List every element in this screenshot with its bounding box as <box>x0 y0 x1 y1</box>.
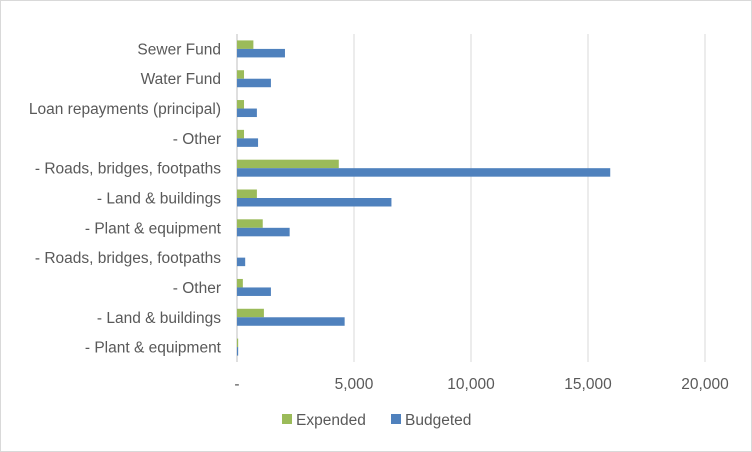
category-label-9: - Land & buildings <box>97 310 221 327</box>
legend: Expended Budgeted <box>282 412 471 429</box>
x-tick-label-3: 15,000 <box>564 376 612 393</box>
bar-budgeted-9 <box>237 317 345 326</box>
bar-expended-8 <box>237 278 243 288</box>
category-label-2: Loan repayments (principal) <box>29 101 221 118</box>
bar-budgeted-1 <box>237 78 271 88</box>
bar-expended-3 <box>237 129 245 139</box>
bar-budgeted-2 <box>237 108 257 118</box>
category-label-6: - Plant & equipment <box>85 220 222 237</box>
bar-budgeted-8 <box>237 287 271 296</box>
category-label-4: - Roads, bridges, footpaths <box>35 161 221 178</box>
category-label-8: - Other <box>173 280 221 297</box>
category-label-7: - Roads, bridges, footpaths <box>35 250 221 267</box>
bar-expended-5 <box>237 189 257 198</box>
category-label-0: Sewer Fund <box>137 41 221 58</box>
x-tick-label-0: - <box>234 376 239 393</box>
bar-expended-0 <box>237 40 254 49</box>
bar-budgeted-7 <box>237 257 246 267</box>
bar-expended-10 <box>237 338 239 348</box>
bar-budgeted-4 <box>237 168 611 177</box>
category-labels: Sewer Fund Water Fund Loan repayments (pri… <box>29 41 222 356</box>
bar-expended-4 <box>237 159 339 169</box>
bar-budgeted-6 <box>237 227 290 237</box>
bar-expended-9 <box>237 308 264 318</box>
x-tick-label-2: 10,000 <box>447 376 495 393</box>
category-label-10: - Plant & equipment <box>85 340 222 357</box>
x-tick-label-4: 20,000 <box>681 376 729 393</box>
bar-budgeted-10 <box>237 347 239 356</box>
legend-swatch-budgeted <box>391 414 401 424</box>
legend-label-budgeted: Budgeted <box>405 412 471 429</box>
bar-budgeted-5 <box>237 198 392 207</box>
bar-budgeted-3 <box>237 138 259 147</box>
category-label-1: Water Fund <box>141 71 221 88</box>
x-tick-label-1: 5,000 <box>335 376 374 393</box>
legend-label-expended: Expended <box>296 412 366 429</box>
x-tick-labels: - 5,000 10,000 15,000 20,000 <box>234 376 729 393</box>
bars <box>237 40 611 356</box>
category-label-3: - Other <box>173 131 221 148</box>
bar-budgeted-0 <box>237 48 285 58</box>
bar-expended-6 <box>237 219 263 228</box>
bar-expended-2 <box>237 100 245 109</box>
legend-swatch-expended <box>282 414 292 424</box>
category-label-5: - Land & buildings <box>97 191 221 208</box>
bar-expended-1 <box>237 70 245 79</box>
